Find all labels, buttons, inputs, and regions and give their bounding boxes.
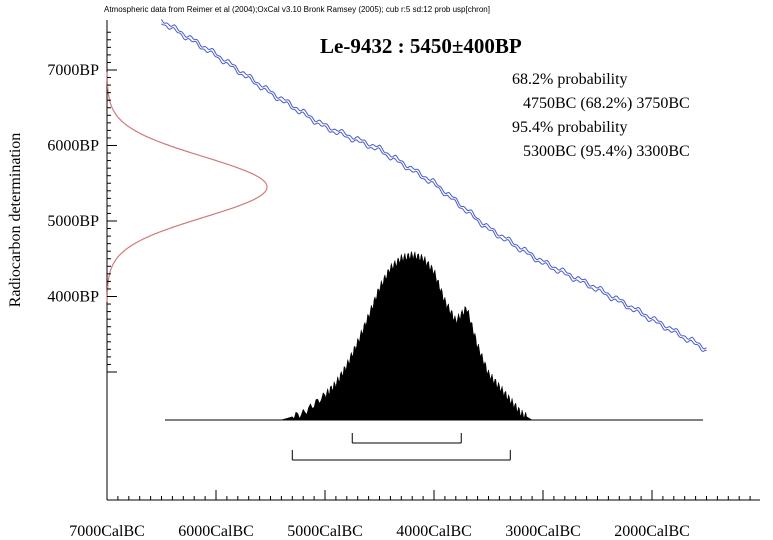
range-68-heading: 68.2% probability: [512, 71, 628, 88]
source-attribution: Atmospheric data from Reimer et al (2004…: [104, 5, 490, 14]
chart-title: Le-9432 : 5450±400BP: [320, 34, 522, 58]
x-tick-label: 4000CalBC: [396, 523, 472, 540]
y-tick-label: 5000BP: [47, 213, 99, 230]
calibration-curve-upper: [161, 19, 707, 350]
probability-distribution: [281, 251, 533, 421]
range-95-text: 5300BC (95.4%) 3300BC: [523, 143, 690, 160]
x-tick-label: 7000CalBC: [69, 523, 145, 540]
y-tick-label: 6000BP: [47, 138, 99, 155]
range-68-bracket: [351, 433, 462, 444]
radiocarbon-distribution: [106, 72, 268, 302]
y-tick-label: 4000BP: [47, 289, 99, 306]
calibration-curve-lower: [161, 23, 707, 352]
y-tick-label: 7000BP: [47, 62, 99, 79]
range-68-text: 4750BC (68.2%) 3750BC: [523, 95, 690, 112]
x-tick-label: 3000CalBC: [505, 523, 581, 540]
x-tick-label: 6000CalBC: [178, 523, 254, 540]
x-tick-label: 2000CalBC: [614, 523, 690, 540]
y-axis-title: Radiocarbon determination: [7, 133, 24, 308]
range-95-bracket: [291, 450, 511, 461]
range-95-heading: 95.4% probability: [512, 119, 628, 136]
x-tick-label: 5000CalBC: [287, 523, 363, 540]
